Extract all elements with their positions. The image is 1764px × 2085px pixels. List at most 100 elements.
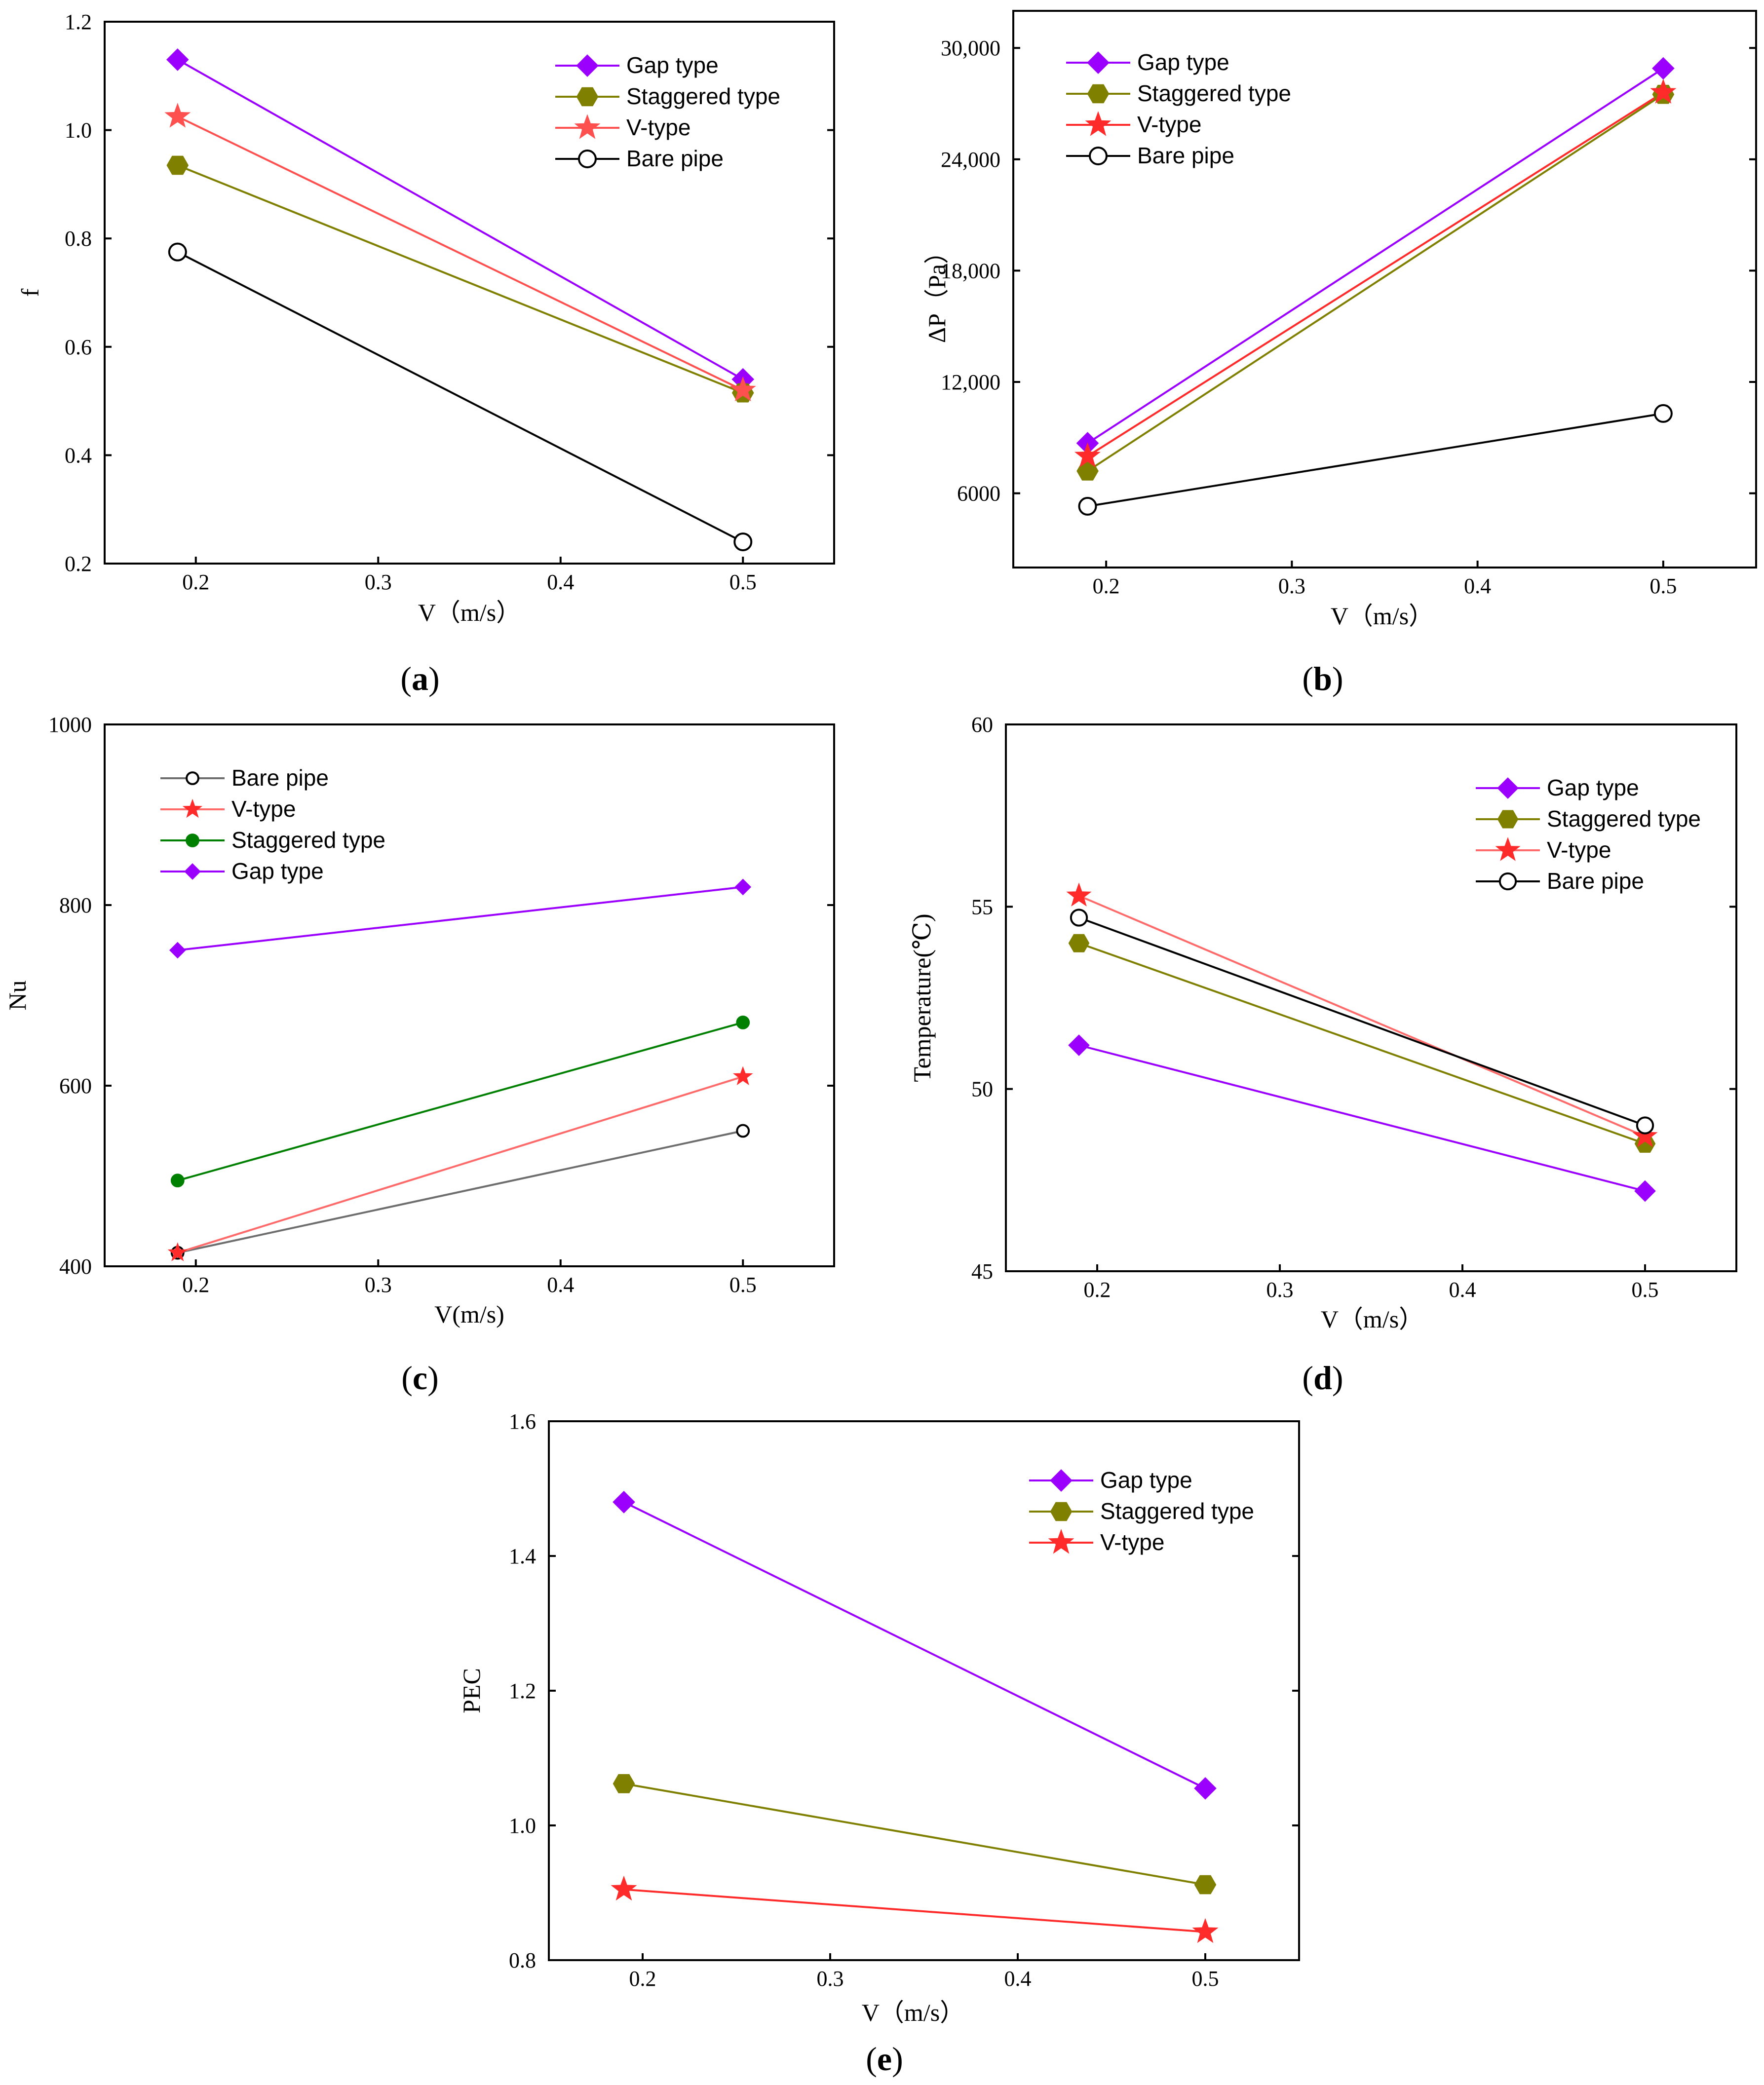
y-axis-label: Temperature(℃)	[908, 913, 936, 1082]
legend-label: Bare pipe	[231, 765, 329, 791]
legend-label: Staggered type	[1100, 1498, 1254, 1524]
legend-marker	[1050, 1469, 1073, 1492]
data-point	[1653, 404, 1673, 423]
panel-letter: d	[1313, 1359, 1332, 1397]
data-point	[1066, 882, 1092, 907]
data-point	[170, 1174, 185, 1188]
legend-label: Gap type	[231, 858, 324, 884]
plot-frame	[104, 723, 835, 1267]
legend-marker	[578, 150, 597, 168]
panel-caption: (c)	[401, 1359, 439, 1397]
y-tick-label: 400	[59, 1254, 92, 1279]
data-point	[1652, 57, 1675, 80]
data-point	[168, 242, 187, 262]
y-tick-label: 55	[971, 895, 993, 919]
y-tick-label: 1.0	[509, 1814, 536, 1838]
y-tick-label: 0.6	[65, 335, 92, 359]
legend: Gap type Staggered type V-type Bare pipe	[1476, 775, 1701, 894]
x-tick-label: 0.3	[1278, 574, 1305, 598]
y-tick-label: 0.8	[509, 1948, 536, 1972]
x-axis-label: V（m/s）	[418, 599, 521, 626]
y-tick-label: 0.8	[65, 227, 92, 251]
x-tick-label: 0.2	[629, 1967, 656, 1991]
legend-marker	[1497, 777, 1519, 799]
data-point	[613, 1774, 635, 1793]
y-axis-label: ΔP（Pa）	[923, 239, 951, 343]
data-point	[729, 376, 756, 402]
legend-marker	[184, 863, 201, 880]
legend: Gap type Staggered type V-type Bare pipe	[1066, 49, 1291, 168]
data-point	[1634, 1180, 1656, 1202]
y-tick-label: 1.6	[509, 1409, 536, 1434]
panel-letter: a	[412, 660, 428, 697]
x-tick-label: 0.2	[1093, 574, 1120, 598]
panel-caption: (d)	[1302, 1359, 1343, 1397]
panel-letter: b	[1313, 660, 1332, 697]
x-tick-label: 0.5	[1649, 574, 1677, 598]
legend-label: Bare pipe	[1137, 143, 1234, 168]
series-line-gap-type	[177, 59, 744, 380]
x-tick-label: 0.4	[1464, 574, 1491, 598]
x-tick-label: 0.4	[547, 1273, 574, 1297]
y-tick-label: 1.2	[65, 10, 92, 34]
panel-letter: c	[413, 1359, 427, 1397]
x-tick-label: 0.2	[182, 1273, 209, 1297]
data-point	[733, 532, 753, 552]
data-point	[167, 1242, 188, 1261]
legend: Gap type Staggered type V-type	[1029, 1467, 1254, 1555]
data-point	[613, 1490, 635, 1514]
y-tick-label: 12,000	[941, 370, 1000, 394]
series-line-bare-pipe	[1087, 412, 1664, 507]
panel-caption: (e)	[866, 2040, 903, 2078]
legend-marker	[576, 87, 599, 107]
chart-panel-e: PEC V（m/s） (e) 0.2 0.3 0.4 0.5 0.8 1.0 1.2 1.4 1…	[458, 1409, 1300, 2078]
legend-marker	[182, 798, 203, 818]
series-line-bare-pipe	[1078, 916, 1646, 1127]
x-tick-label: 0.5	[1632, 1278, 1659, 1302]
plot-frame	[104, 21, 835, 565]
legend: Gap type Staggered type V-type Bare pipe	[555, 52, 780, 171]
x-tick-label: 0.5	[729, 1273, 757, 1297]
panel-caption: (a)	[400, 660, 439, 697]
legend-marker	[1089, 147, 1108, 165]
series-line-gap-type	[177, 886, 743, 951]
legend-label: Staggered type	[1547, 806, 1701, 832]
legend-marker	[1087, 84, 1110, 104]
y-tick-label: 1.4	[509, 1544, 536, 1568]
legend-marker	[186, 771, 199, 785]
legend-label: Bare pipe	[1547, 868, 1644, 894]
series-line-v-type	[177, 115, 744, 391]
data-point	[1078, 496, 1097, 516]
data-point	[611, 1875, 637, 1901]
legend-marker	[1495, 837, 1521, 861]
legend-marker	[1048, 1529, 1074, 1554]
y-tick-label: 6000	[957, 482, 1000, 506]
legend-label: V-type	[1137, 112, 1201, 137]
legend-label: Gap type	[1100, 1467, 1192, 1493]
series-line-v-type	[623, 1888, 1206, 1933]
legend-label: V-type	[626, 114, 690, 140]
x-axis-label: V(m/s)	[434, 1300, 504, 1328]
data-point	[1070, 909, 1088, 927]
y-tick-label: 24,000	[941, 148, 1000, 172]
data-point	[1194, 1875, 1217, 1895]
legend-label: Staggered type	[626, 83, 780, 109]
legend-label: V-type	[1547, 837, 1611, 863]
x-tick-label: 0.3	[365, 570, 392, 594]
legend-marker	[186, 834, 199, 847]
x-tick-label: 0.3	[1266, 1278, 1294, 1302]
legend-label: Staggered type	[1137, 80, 1291, 106]
series-line-v-type	[1078, 895, 1646, 1137]
legend-marker	[574, 114, 601, 139]
x-tick-label: 0.4	[1004, 1967, 1032, 1991]
legend-label: V-type	[231, 796, 296, 822]
chart-panel-c: Nu V(m/s) (c) 0.2 0.3 0.4 0.5 400 600 800 1000 B…	[3, 713, 835, 1397]
legend-label: Gap type	[1547, 775, 1639, 800]
series-line-staggered-type	[177, 164, 743, 394]
plot-frame	[1005, 723, 1737, 1272]
x-axis-label: V（m/s）	[1321, 1305, 1423, 1333]
y-axis-label: PEC	[458, 1668, 485, 1713]
series-line-v-type	[1087, 91, 1664, 457]
y-tick-label: 30,000	[941, 36, 1000, 60]
